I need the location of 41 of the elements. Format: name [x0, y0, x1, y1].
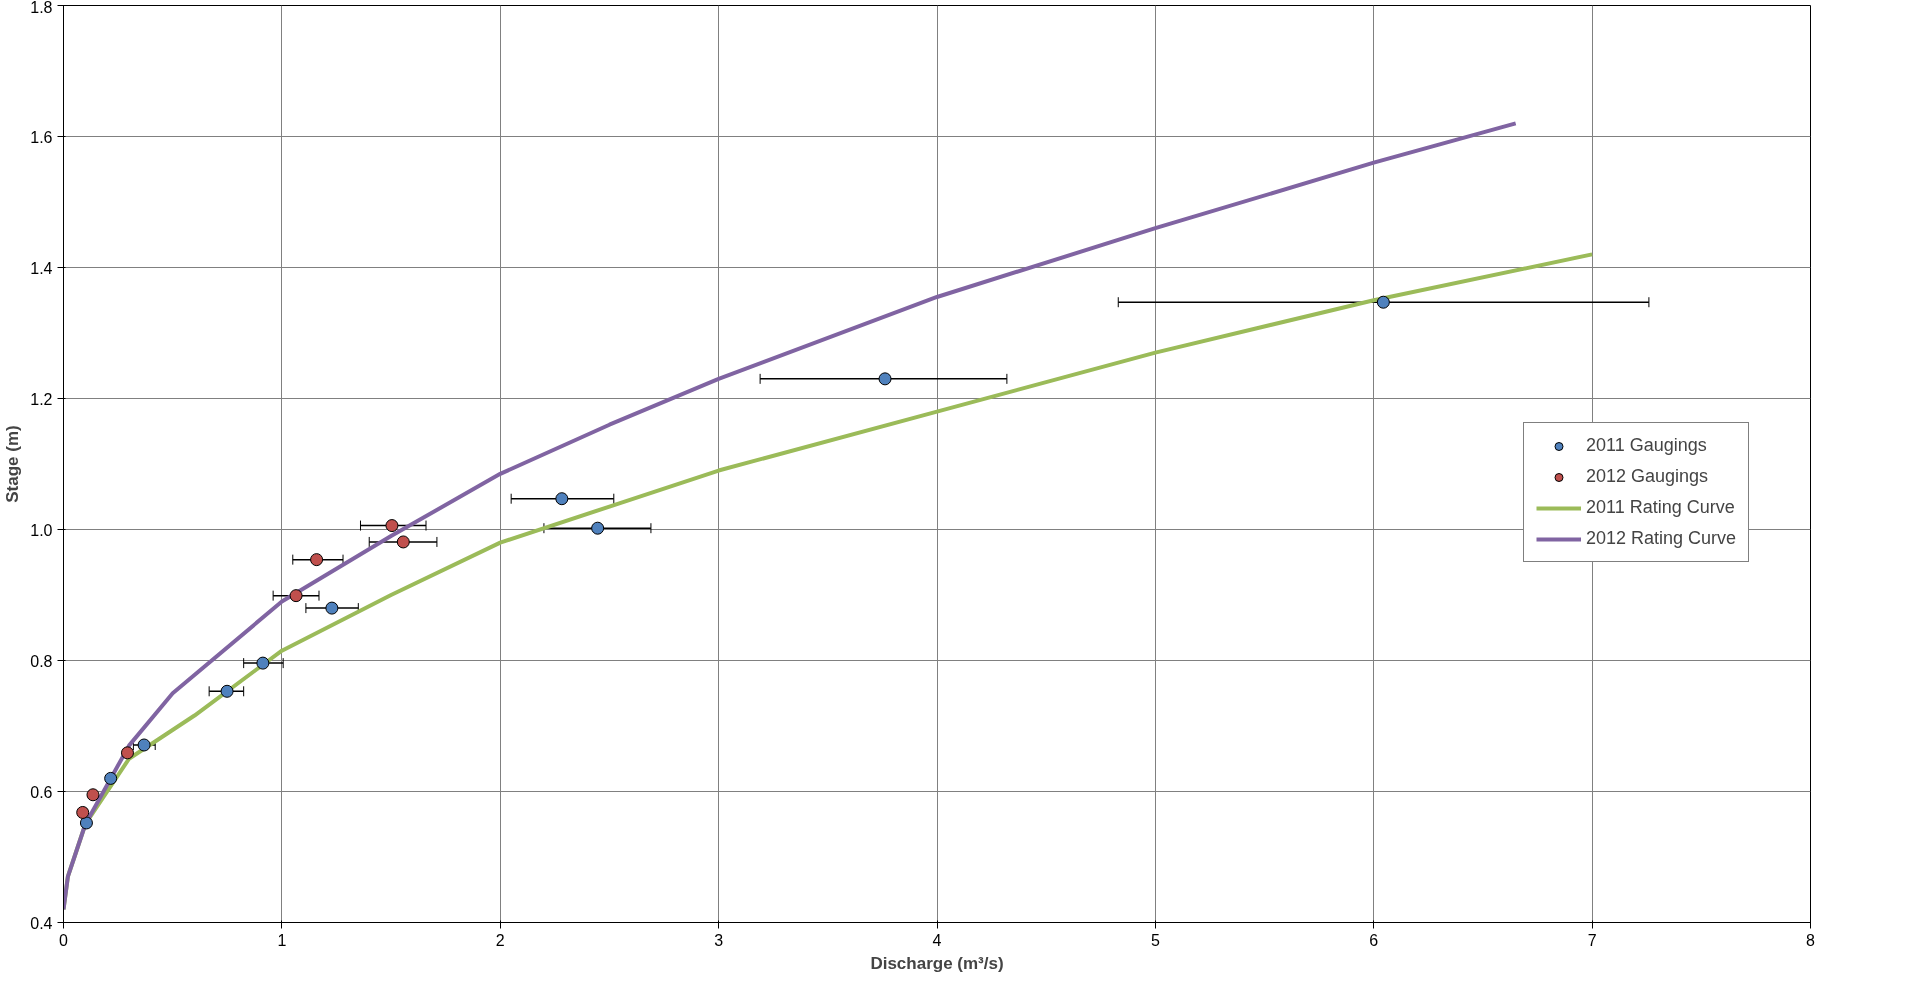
x-tick-label: 2	[495, 931, 505, 949]
y-axis-title: Stage (m)	[3, 425, 23, 503]
x-tick-label: 3	[714, 931, 724, 949]
point	[86, 788, 100, 802]
point	[591, 521, 605, 535]
y-tick-label: 1.4	[30, 259, 53, 277]
point	[76, 805, 90, 819]
y-tick-label: 1.0	[30, 521, 53, 539]
point	[79, 816, 93, 830]
point	[220, 684, 234, 698]
point	[120, 746, 134, 760]
y-tick-label: 1.2	[30, 390, 53, 408]
point	[1376, 295, 1390, 309]
point	[310, 553, 324, 567]
x-tick-label: 4	[932, 931, 942, 949]
point	[385, 519, 399, 533]
line-series	[63, 121, 1518, 912]
point	[256, 656, 270, 670]
x-tick-label: 0	[59, 931, 69, 949]
x-tick-label: 6	[1369, 931, 1379, 949]
x-tick-label: 1	[277, 931, 287, 949]
point	[878, 372, 892, 386]
y-tick-label: 0.6	[30, 783, 53, 801]
x-axis-title: Discharge (m³/s)	[870, 953, 1004, 973]
y-tick-label: 0.8	[30, 652, 53, 670]
point	[396, 535, 410, 549]
legend-label: 2011 Rating Curve	[1586, 497, 1735, 518]
legend-label: 2012 Gaugings	[1586, 466, 1709, 487]
point	[137, 738, 151, 752]
x-tick-label: 5	[1150, 931, 1160, 949]
point	[325, 601, 339, 615]
point	[555, 492, 569, 506]
y-tick-label: 1.8	[30, 0, 53, 16]
y-tick-label: 0.4	[30, 914, 53, 932]
point	[289, 589, 303, 603]
legend-label: 2012 Rating Curve	[1586, 528, 1737, 549]
legend-label: 2011 Gaugings	[1586, 435, 1707, 456]
x-tick-label: 8	[1806, 931, 1816, 949]
x-tick-label: 7	[1587, 931, 1597, 949]
y-tick-label: 1.6	[30, 128, 53, 146]
point	[104, 771, 118, 785]
